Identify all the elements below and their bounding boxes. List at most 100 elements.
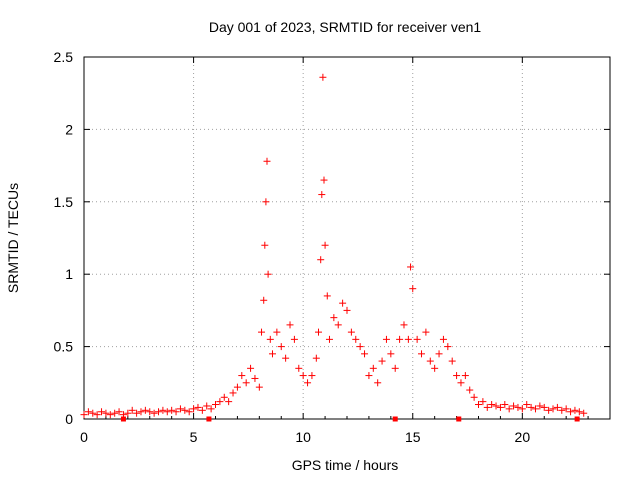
data-point xyxy=(549,405,557,413)
data-point xyxy=(260,296,268,304)
grid-lines xyxy=(84,57,610,419)
data-point xyxy=(461,372,469,380)
data-point xyxy=(212,401,219,409)
data-point xyxy=(141,406,149,414)
data-point xyxy=(553,403,561,411)
data-point xyxy=(168,406,176,414)
data-point xyxy=(176,405,184,413)
data-point xyxy=(518,405,526,413)
data-point xyxy=(264,270,272,278)
data-point xyxy=(321,241,329,249)
data-point xyxy=(185,408,193,416)
data-point xyxy=(295,364,303,372)
data-point xyxy=(308,372,316,380)
data-point xyxy=(216,398,224,406)
data-point xyxy=(488,401,496,409)
data-point xyxy=(527,403,535,411)
y-tick-label: 1.5 xyxy=(54,194,74,210)
data-point xyxy=(220,393,228,401)
data-point xyxy=(198,406,206,414)
data-point xyxy=(575,408,583,416)
y-tick-label: 2.5 xyxy=(54,49,74,65)
data-point xyxy=(501,401,509,409)
data-point xyxy=(255,383,263,391)
data-point xyxy=(400,321,408,329)
data-point xyxy=(475,401,482,409)
data-point xyxy=(146,408,154,416)
data-point xyxy=(470,393,478,401)
data-point xyxy=(286,321,294,329)
data-point xyxy=(203,402,211,410)
data-point xyxy=(479,398,487,406)
data-point xyxy=(115,408,123,416)
zero-marker xyxy=(206,416,212,422)
data-point xyxy=(233,383,241,391)
data-point xyxy=(361,350,369,358)
y-tick-label: 0.5 xyxy=(54,339,74,355)
data-point xyxy=(262,198,270,206)
data-point xyxy=(407,263,415,271)
data-point xyxy=(330,314,338,322)
data-point xyxy=(159,406,167,414)
data-point xyxy=(426,357,434,365)
data-point xyxy=(369,364,377,372)
data-point xyxy=(422,328,430,336)
data-point xyxy=(567,408,575,416)
data-point xyxy=(102,409,110,417)
data-point xyxy=(325,335,333,343)
data-points xyxy=(80,73,588,422)
data-point xyxy=(273,328,281,336)
data-point xyxy=(304,379,312,387)
data-point xyxy=(251,374,259,382)
data-point xyxy=(505,405,513,413)
x-tick-label: 5 xyxy=(190,429,198,445)
data-point xyxy=(558,406,566,414)
data-point xyxy=(580,409,588,417)
data-point xyxy=(545,406,553,414)
data-point xyxy=(106,411,114,419)
data-point xyxy=(323,292,331,300)
data-point xyxy=(571,406,579,414)
data-point xyxy=(266,335,274,343)
data-point xyxy=(404,335,412,343)
data-point xyxy=(128,406,136,414)
y-tick-label: 1 xyxy=(65,266,73,282)
data-point xyxy=(356,343,364,351)
data-point xyxy=(374,379,382,387)
data-point xyxy=(378,357,386,365)
data-point xyxy=(448,357,456,365)
data-point xyxy=(352,335,360,343)
zero-marker xyxy=(456,416,462,422)
data-point xyxy=(523,401,531,409)
data-point xyxy=(258,328,266,336)
data-point xyxy=(514,403,522,411)
data-point xyxy=(194,403,202,411)
data-point xyxy=(562,405,570,413)
data-point xyxy=(150,409,158,417)
zero-marker xyxy=(574,416,580,422)
data-point xyxy=(317,256,325,264)
data-point xyxy=(238,372,246,380)
data-point xyxy=(319,73,327,81)
data-point xyxy=(496,403,504,411)
data-point xyxy=(457,379,465,387)
data-point xyxy=(431,364,439,372)
data-point xyxy=(312,354,320,362)
data-point xyxy=(89,409,97,417)
data-point xyxy=(80,411,88,419)
data-point xyxy=(531,405,539,413)
data-point xyxy=(247,364,255,372)
x-tick-label: 0 xyxy=(80,429,88,445)
data-point xyxy=(540,403,548,411)
data-point xyxy=(163,408,171,416)
x-tick-label: 15 xyxy=(405,429,421,445)
data-point xyxy=(124,409,132,417)
y-axis-label: SRMTID / TECUs xyxy=(5,183,21,293)
zero-marker xyxy=(120,416,126,422)
data-point xyxy=(299,372,307,380)
data-point xyxy=(365,372,373,380)
data-point xyxy=(190,405,198,413)
data-point xyxy=(396,335,404,343)
data-point xyxy=(409,285,417,293)
